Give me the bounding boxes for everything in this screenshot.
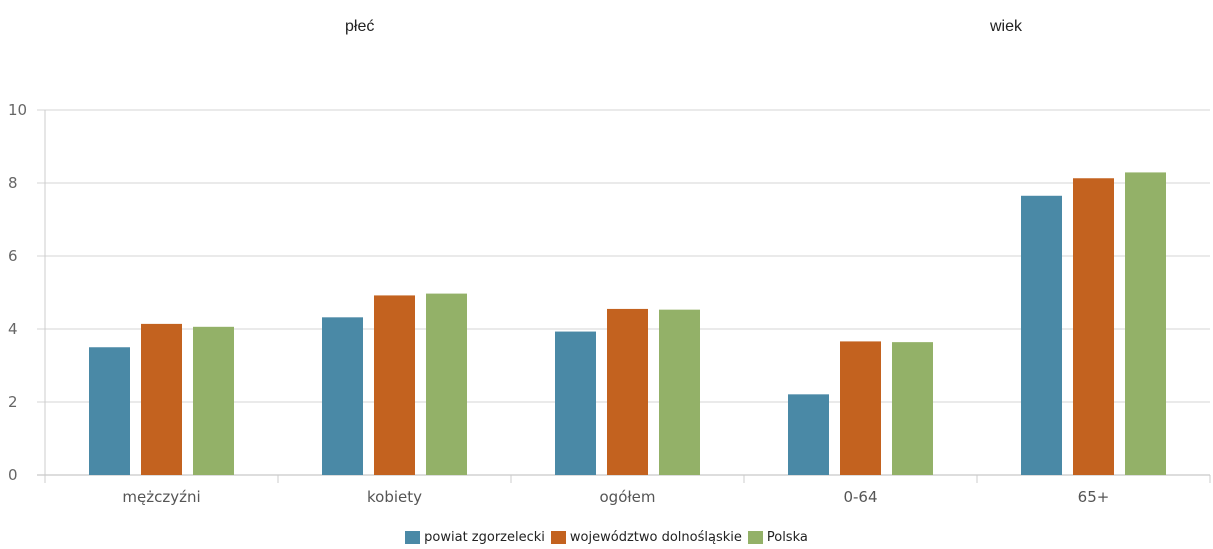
legend-swatch (747, 531, 763, 544)
legend-item-wojewodztwo[interactable]: województwo dolnośląskie (550, 530, 742, 545)
legend-item-powiat[interactable]: powiat zgorzelecki (405, 530, 545, 545)
bar[interactable] (659, 309, 700, 475)
x-tick-label: kobiety (367, 488, 422, 506)
y-tick-label: 10 (8, 101, 27, 119)
y-tick-label: 6 (8, 247, 18, 265)
bar[interactable] (89, 347, 130, 475)
legend-swatch (550, 531, 566, 544)
legend: powiat zgorzelecki województwo dolnośląs… (0, 530, 1213, 545)
legend-item-polska[interactable]: Polska (747, 530, 808, 545)
x-axis: mężczyźni kobiety ogółem 0-64 65+ (44, 475, 1211, 506)
y-tick-label: 8 (8, 174, 18, 192)
bars (89, 172, 1166, 476)
legend-label: powiat zgorzelecki (424, 530, 545, 545)
bar[interactable] (426, 293, 467, 475)
bar[interactable] (788, 394, 829, 475)
bar[interactable] (555, 331, 596, 475)
bar[interactable] (1125, 172, 1166, 476)
y-tick-label: 4 (8, 320, 18, 338)
bar[interactable] (322, 317, 363, 475)
bar[interactable] (141, 323, 182, 475)
bar[interactable] (840, 341, 881, 475)
y-tick-label: 2 (8, 393, 18, 411)
legend-label: województwo dolnośląskie (569, 530, 742, 545)
y-axis: 0 2 4 6 8 10 (8, 101, 46, 484)
x-tick-label: 0-64 (843, 488, 877, 506)
bar[interactable] (892, 342, 933, 475)
x-tick-label: 65+ (1078, 488, 1110, 506)
bar[interactable] (374, 295, 415, 475)
bar[interactable] (1073, 178, 1114, 475)
legend-label: Polska (766, 530, 808, 545)
bar[interactable] (193, 326, 234, 475)
bar[interactable] (607, 308, 648, 475)
bar[interactable] (1021, 195, 1062, 475)
y-tick-label: 0 (8, 466, 18, 484)
sex-group-heading: płeć (345, 18, 375, 35)
age-group-heading: wiek (990, 18, 1023, 35)
x-tick-label: ogółem (600, 488, 656, 506)
x-tick-label: mężczyźni (122, 488, 200, 506)
legend-swatch (405, 531, 421, 544)
